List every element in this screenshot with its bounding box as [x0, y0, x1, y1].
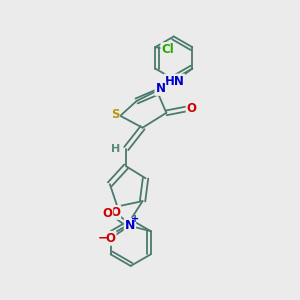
Text: N: N — [155, 82, 165, 95]
Text: O: O — [102, 206, 112, 220]
Text: N: N — [125, 219, 135, 232]
Text: O: O — [106, 232, 116, 245]
Text: H: H — [111, 144, 120, 154]
Text: +: + — [130, 214, 139, 224]
Text: S: S — [111, 108, 119, 121]
Text: O: O — [110, 206, 120, 219]
Text: HN: HN — [164, 74, 184, 88]
Text: Cl: Cl — [161, 43, 174, 56]
Text: −: − — [98, 231, 108, 244]
Text: O: O — [187, 102, 196, 115]
